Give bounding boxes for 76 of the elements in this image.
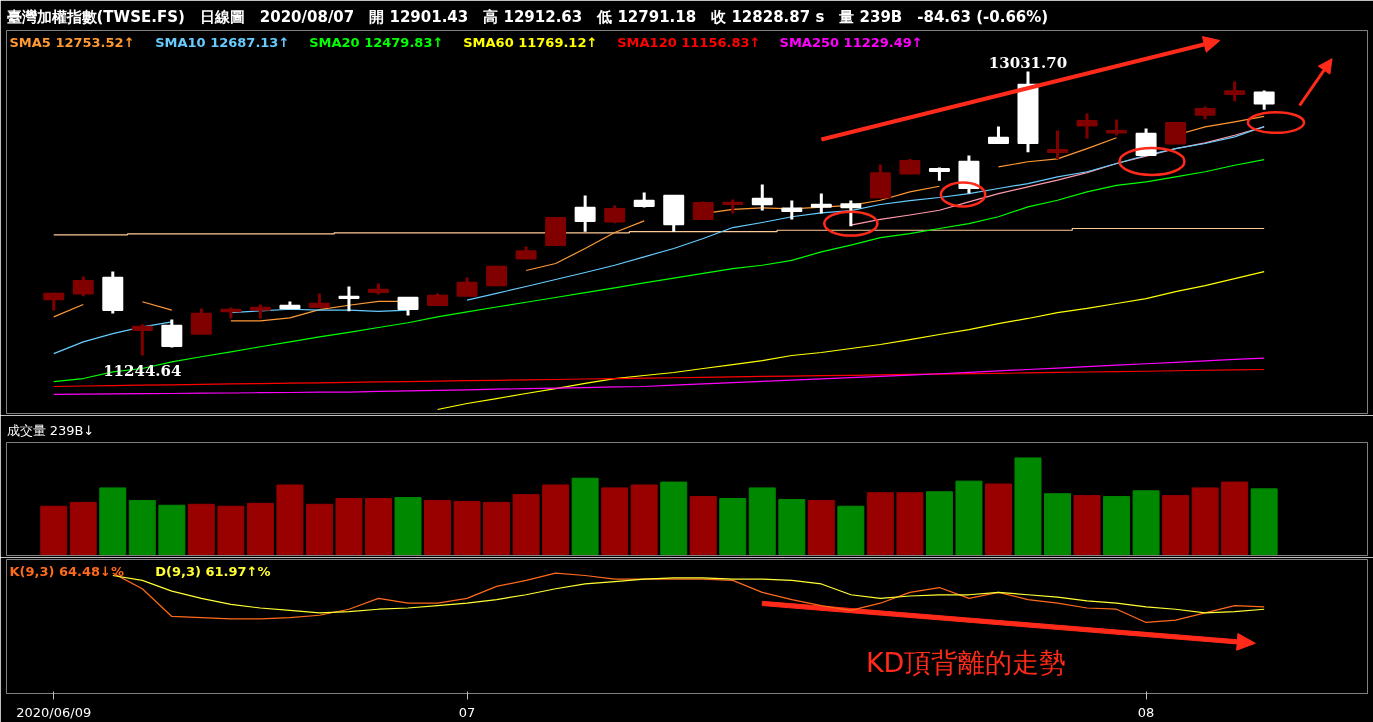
bar [1014,457,1042,556]
candlestick [161,319,183,348]
bar [1073,495,1101,556]
bar [217,505,245,556]
candlestick [1047,130,1068,159]
bar [1221,481,1249,556]
text: SMA120 11156.83↑ [617,34,761,50]
candlestick [72,276,94,298]
bar [246,502,274,556]
bar [512,494,540,556]
bar [1132,490,1160,556]
bar [689,496,717,556]
bar [305,503,333,556]
bar [601,487,629,556]
candlestick [574,195,596,232]
bar [719,498,747,556]
text: SMA60 11769.12↑ [463,34,598,50]
bar [630,484,658,556]
candlestick [1224,81,1246,103]
candlestick [397,296,419,316]
series-label: D(9,3) 61.97↑% [155,564,271,580]
x-tick-label: 2020/06/09 [16,704,92,720]
bar [925,491,953,556]
bar [1103,496,1131,556]
text: SMA20 12479.83↑ [309,34,444,50]
bar [483,501,511,556]
bar [40,505,68,556]
bar [778,498,806,556]
bar [896,492,924,556]
candlestick [1076,113,1098,139]
bar [955,480,983,556]
chart-title: 臺灣加權指數(TWSE.FS) 日線圖 2020/08/07 開 12901.43 高 12912.63 低 12791.18 收 12828.87 s 量 239B -84.63 (-0.66%) [6,7,1049,26]
candlestick [1165,122,1187,145]
series-label: K(9,3) 64.48↓% [9,564,125,580]
bar [99,487,127,556]
x-tick-label: 07 [458,704,476,720]
bar [128,499,156,556]
bar [276,484,304,556]
bar [542,484,570,556]
candlestick [486,265,508,287]
candlestick [131,324,153,356]
text: SMA5 12753.52↑ [9,34,135,50]
bar [1250,488,1278,556]
bar [1162,495,1190,556]
candlestick [840,200,862,227]
bar [984,483,1012,556]
bar [1191,487,1219,556]
candlestick [1253,90,1275,110]
bar [69,501,97,556]
annotation: 13031.70 [988,53,1068,72]
annotation: 11244.64 [103,361,182,380]
candlestick [456,277,478,297]
bar [866,492,894,556]
bar [1044,493,1071,556]
bar [571,477,599,556]
bar [424,499,452,556]
bar [807,499,835,556]
bar [335,498,363,556]
bar [453,500,481,556]
candlestick [190,308,212,335]
x-tick-label: 08 [1137,704,1155,720]
bar [748,487,776,556]
text: SMA250 11229.49↑ [779,34,923,50]
candlestick [751,184,773,211]
annotation: KD頂背離的走勢 [865,647,1067,679]
text: SMA10 12687.13↑ [155,34,290,50]
bar [660,481,688,556]
chart-title: 成交量 239B↓ [6,422,95,438]
bar [365,498,392,556]
candlestick [338,286,360,312]
candlestick [781,200,803,220]
bar [158,504,186,556]
bar [394,497,422,556]
candlestick [810,193,832,214]
bar [837,505,865,556]
bar [187,503,215,556]
